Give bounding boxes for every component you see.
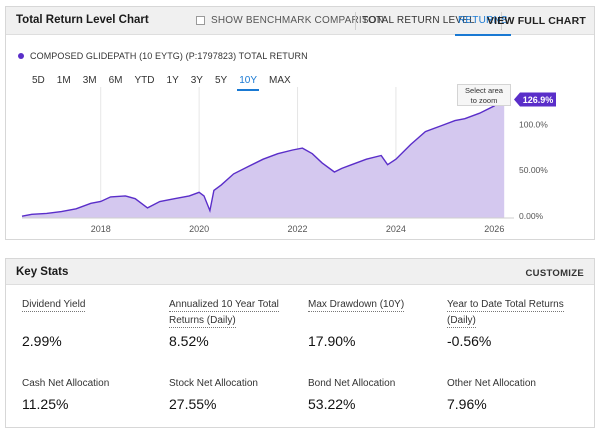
- stat-annualized-return: Annualized 10 Year Total Returns (Daily)…: [169, 297, 304, 349]
- series-area: [22, 99, 505, 218]
- range-5y[interactable]: 5Y: [214, 75, 228, 86]
- stat-bond-allocation: Bond Net Allocation 53.22%: [308, 376, 443, 412]
- stat-value: 2.99%: [22, 333, 62, 349]
- stat-stock-allocation: Stock Net Allocation 27.55%: [169, 376, 304, 412]
- tooltip-line-1: Select area: [465, 86, 503, 95]
- stat-value: 7.96%: [447, 396, 487, 412]
- key-stats-panel: Key Stats CUSTOMIZE Dividend Yield 2.99%…: [5, 258, 595, 428]
- key-stats-title: Key Stats: [16, 266, 69, 278]
- range-1m[interactable]: 1M: [56, 75, 71, 86]
- customize-button[interactable]: CUSTOMIZE: [525, 268, 584, 279]
- stat-dividend-yield: Dividend Yield 2.99%: [22, 297, 157, 349]
- chart-legend: COMPOSED GLIDEPATH (10 EYTG) (P:1797823)…: [18, 51, 308, 61]
- stat-cash-allocation: Cash Net Allocation 11.25%: [22, 376, 157, 412]
- x-tick-label-2024: 2024: [386, 224, 406, 234]
- range-max[interactable]: MAX: [269, 75, 291, 86]
- stat-label[interactable]: Max Drawdown (10Y): [308, 299, 405, 312]
- series-dot-icon: [18, 53, 24, 59]
- benchmark-label: SHOW BENCHMARK COMPARISON: [211, 15, 385, 26]
- x-tick-label-2026: 2026: [484, 224, 504, 234]
- stat-ytd-return: Year to Date Total Returns (Daily) -0.56…: [447, 297, 582, 349]
- key-stats-header: Key Stats CUSTOMIZE: [6, 259, 594, 285]
- header-divider: [355, 12, 356, 30]
- return-chart[interactable]: 2018 2020 2022 2024 2026 0.00% 50.00% 100.0% 126…: [6, 7, 594, 239]
- range-1y[interactable]: 1Y: [166, 75, 179, 86]
- range-3y[interactable]: 3Y: [190, 75, 203, 86]
- stat-label: Cash Net Allocation: [22, 378, 110, 389]
- view-full-chart-button[interactable]: VIEW FULL CHART: [486, 15, 586, 27]
- stat-value: 53.22%: [308, 396, 356, 412]
- stat-label: Bond Net Allocation: [308, 378, 396, 389]
- stat-label[interactable]: Annualized 10 Year Total Returns (Daily): [169, 299, 279, 328]
- chart-panel: Total Return Level Chart SHOW BENCHMARK …: [5, 6, 595, 240]
- series-line: [21, 98, 505, 217]
- tooltip-line-2: to zoom: [470, 96, 498, 105]
- stat-label[interactable]: Year to Date Total Returns (Daily): [447, 299, 564, 328]
- stat-label: Stock Net Allocation: [169, 378, 258, 389]
- stat-other-allocation: Other Net Allocation 7.96%: [447, 376, 582, 412]
- benchmark-checkbox[interactable]: [196, 16, 205, 25]
- y-tick-label: 50.00%: [519, 165, 548, 175]
- last-value-badge: [514, 92, 556, 107]
- stat-max-drawdown: Max Drawdown (10Y) 17.90%: [308, 297, 443, 349]
- range-5d[interactable]: 5D: [32, 75, 45, 86]
- stat-value: 11.25%: [22, 396, 69, 412]
- range-ytd[interactable]: YTD: [134, 75, 155, 86]
- y-tick-label: 100.0%: [519, 119, 548, 129]
- stat-value: -0.56%: [447, 333, 492, 349]
- stat-value: 8.52%: [169, 333, 209, 349]
- time-range-selector: 5D 1M 3M 6M YTD 1Y 3Y 5Y 10Y MAX: [26, 75, 297, 91]
- header-divider: [501, 12, 502, 30]
- stat-label[interactable]: Dividend Yield: [22, 299, 86, 312]
- range-3m[interactable]: 3M: [82, 75, 97, 86]
- range-10y[interactable]: 10Y: [233, 75, 263, 91]
- stat-value: 17.90%: [308, 333, 356, 349]
- zoom-tooltip: Select area to zoom: [457, 84, 511, 106]
- stat-value: 27.55%: [169, 396, 217, 412]
- chart-title: Total Return Level Chart: [16, 14, 149, 26]
- range-6m[interactable]: 6M: [108, 75, 123, 86]
- tab-returns[interactable]: RETURNS: [455, 15, 511, 36]
- legend-label: COMPOSED GLIDEPATH (10 EYTG) (P:1797823)…: [30, 51, 308, 61]
- benchmark-toggle[interactable]: SHOW BENCHMARK COMPARISON: [196, 15, 384, 26]
- stat-label: Other Net Allocation: [447, 378, 536, 389]
- x-tick-label-2020: 2020: [189, 224, 209, 234]
- y-tick-label: 0.00%: [519, 211, 544, 221]
- last-value-label: 126.9%: [523, 95, 554, 105]
- x-tick-label-2022: 2022: [288, 224, 308, 234]
- tab-total-return-level[interactable]: TOTAL RETURN LEVEL: [362, 15, 475, 26]
- chart-panel-header: Total Return Level Chart SHOW BENCHMARK …: [6, 7, 594, 36]
- x-tick-label-2018: 2018: [91, 224, 111, 234]
